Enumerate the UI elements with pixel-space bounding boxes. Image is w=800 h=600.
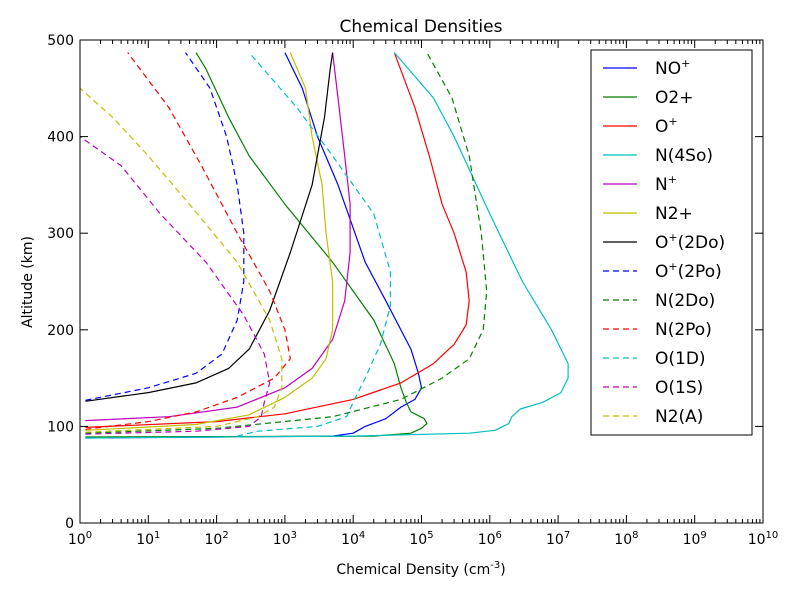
series-line-0 [85, 52, 423, 439]
legend-label-10: O(1D) [655, 349, 706, 369]
legend-item-12: N2(A) [603, 407, 703, 427]
x-tick-label-6: 106 [478, 530, 502, 548]
series-layer [80, 52, 569, 439]
x-tick-8: 108 [614, 40, 639, 548]
x-axis-label: Chemical Density (cm-3) [336, 560, 505, 578]
series-line-8 [85, 52, 488, 434]
x-tick-5: 105 [409, 40, 434, 548]
series-line-1 [85, 52, 428, 438]
series-line-11 [80, 136, 271, 435]
legend-label-5: N2+ [655, 204, 693, 224]
legend-label-6: O+(2Do) [655, 231, 725, 253]
y-tick-5: 500 [47, 33, 763, 49]
legend-item-11: O(1S) [603, 378, 703, 398]
legend-item-10: O(1D) [603, 349, 706, 369]
y-tick-4: 400 [47, 130, 763, 146]
y-tick-label-1: 100 [47, 419, 74, 435]
legend-label-8: N(2Do) [655, 291, 715, 311]
x-tick-label-10: 1010 [748, 530, 779, 548]
legend-item-8: N(2Do) [603, 291, 715, 311]
x-axis-label-close: ) [500, 562, 505, 578]
legend-label-7: O+(2Po) [655, 260, 722, 282]
y-tick-label-2: 200 [47, 323, 74, 339]
legend: NO+ O2+ O+ N(4So) N+ N2+ O+(2Do) O+(2Po) N(2Do) N… [590, 49, 753, 436]
y-tick-label-4: 400 [47, 130, 74, 146]
x-axis: 100 101 102 103 104 105 106 107 108 109 1010 [68, 40, 778, 548]
x-tick-label-2: 102 [204, 530, 228, 548]
x-tick-2: 102 [204, 40, 229, 548]
x-tick-label-8: 108 [614, 530, 638, 548]
series-line-12 [80, 87, 283, 433]
x-axis-label-text: Chemical Density (cm [336, 562, 490, 578]
x-tick-4: 104 [341, 40, 365, 548]
legend-item-4: N+ [603, 173, 677, 195]
x-axis-label-exponent: -3 [490, 560, 500, 571]
series-line-2 [85, 52, 470, 428]
y-tick-3: 300 [47, 226, 763, 242]
x-tick-label-5: 105 [409, 530, 433, 548]
legend-label-12: N2(A) [655, 407, 703, 427]
legend-item-7: O+(2Po) [603, 260, 722, 282]
x-tick-label-1: 101 [136, 530, 160, 548]
series-line-5 [85, 52, 334, 431]
x-tick-9: 109 [683, 40, 707, 548]
y-tick-0: 0 [65, 516, 763, 532]
x-tick-1: 101 [136, 40, 160, 548]
legend-label-4: N+ [655, 173, 677, 195]
legend-item-1: O2+ [603, 88, 693, 108]
y-tick-label-5: 500 [47, 33, 74, 49]
series-line-9 [85, 52, 291, 430]
series-line-6 [85, 52, 334, 402]
x-tick-label-3: 103 [273, 530, 297, 548]
legend-item-2: O+ [603, 115, 678, 137]
y-tick-label-0: 0 [65, 516, 74, 532]
series-line-3 [85, 52, 569, 439]
series-line-10 [237, 52, 391, 437]
legend-item-9: N(2Po) [603, 320, 712, 340]
y-axis-label: Altitude (km) [20, 236, 36, 328]
y-axis: 0 100 200 300 400 500 [47, 33, 763, 532]
legend-label-3: N(4So) [655, 146, 713, 166]
x-tick-label-0: 100 [68, 530, 92, 548]
x-tick-label-9: 109 [683, 530, 707, 548]
y-tick-label-3: 300 [47, 226, 74, 242]
legend-item-0: NO+ [603, 57, 690, 79]
legend-item-5: N2+ [603, 204, 693, 224]
x-tick-label-7: 107 [546, 530, 570, 548]
legend-item-3: N(4So) [603, 146, 713, 166]
series-line-7 [85, 52, 245, 401]
x-tick-10: 1010 [748, 40, 779, 548]
legend-item-6: O+(2Do) [603, 231, 725, 253]
series-line-4 [85, 52, 351, 422]
legend-label-1: O2+ [655, 88, 693, 108]
x-tick-label-4: 104 [341, 530, 365, 548]
x-tick-6: 106 [478, 40, 502, 548]
legend-label-0: NO+ [655, 57, 690, 79]
x-tick-3: 103 [273, 40, 297, 548]
y-tick-1: 100 [47, 419, 763, 435]
y-tick-2: 200 [47, 323, 763, 339]
legend-label-11: O(1S) [655, 378, 703, 398]
legend-label-2: O+ [655, 115, 678, 137]
chart-title: Chemical Densities [340, 17, 503, 37]
legend-label-9: N(2Po) [655, 320, 712, 340]
x-tick-0: 100 [68, 40, 92, 548]
x-tick-7: 107 [546, 40, 570, 548]
